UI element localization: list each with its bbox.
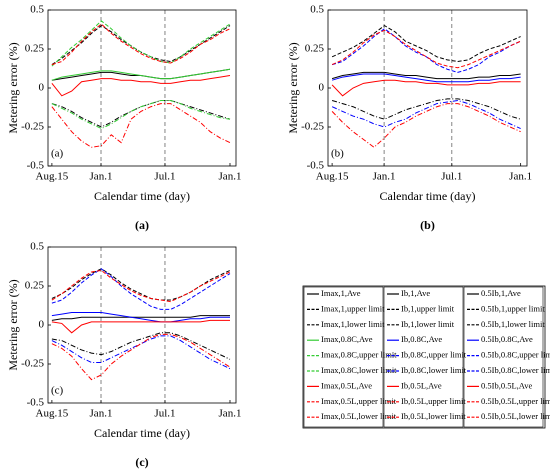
series-line [51,315,230,321]
legend-column [303,286,384,428]
y-tick-label: 0 [319,82,325,94]
legend-label: Ib,0.5L,upper limit [401,396,466,406]
panel-label: (b) [331,148,344,160]
x-tick-label: Jul.1 [154,171,175,183]
y-tick-label: -0.25 [21,121,44,133]
x-axis-label: Calendar time (day) [94,426,190,440]
y-tick-label: -0.5 [27,160,45,172]
x-tick-label: Jan.1 [509,171,532,183]
caption: (a) [135,218,149,232]
series-line [51,75,231,97]
series-line [331,29,521,69]
y-tick-label: 0 [39,319,45,331]
x-tick-label: Aug.15 [316,171,349,183]
x-tick-label: Jan.1 [90,408,113,420]
y-tick-label: 0.5 [30,4,44,16]
plot-frame [47,9,237,167]
panel-label: (c) [51,385,64,397]
y-tick-label: 0.25 [25,280,45,292]
legend-label: 0.5Ib,1,lower limit [481,319,545,329]
legend-label: Ib,1,upper limit [401,303,455,313]
y-axis-label: Metering error (%) [286,42,300,133]
legend-label: Imax,0.8C,upper limit [321,350,397,360]
legend-label: 0.5Ib,0.8C,Ave [481,334,533,344]
legend-frame [302,285,546,429]
legend-label: Imax,0.5L,Ave [321,380,372,390]
series-line [51,20,231,67]
legend-label: Ib,0.8C,lower limit [401,365,467,375]
plot-frame [327,9,528,167]
x-tick-label: Jul.1 [154,408,175,420]
legend-label: Ib,0.8C,upper limit [401,350,467,360]
series-line [51,99,231,130]
y-tick-label: 0.25 [25,43,45,55]
y-tick-label: 0.5 [30,241,44,253]
legend-label: Ib,0.5L,Ave [401,380,442,390]
y-tick-label: 0.5 [310,4,324,16]
x-axis-label: Calendar time (day) [380,189,476,203]
series-line [51,23,231,66]
legend-label: 0.5Ib,0.5L,lower limit [481,411,550,421]
series-line [331,99,521,130]
series-line [51,99,231,128]
series-line [51,332,231,360]
x-tick-label: Aug.15 [36,171,69,183]
legend-label: 0.5Ib,1,upper limit [481,303,545,313]
series-line [51,312,230,323]
y-tick-label: 0.25 [305,43,325,55]
y-tick-label: 0 [39,82,45,94]
legend-column [463,286,544,428]
legend-label: Imax,1,Ave [321,288,361,298]
legend-label: Imax,0.8C,lower limit [321,365,397,375]
legend-column [383,286,464,428]
y-tick-label: -0.5 [307,160,325,172]
x-axis-label: Calendar time (day) [94,189,190,203]
legend-label: 0.5Ib,0.8C,lower limit [481,365,550,375]
series-line [51,103,231,148]
caption: (b) [420,218,435,232]
series-line [51,335,231,370]
series-line [331,28,521,73]
series-line [331,71,521,80]
series-line [331,24,521,62]
series-line [51,68,231,81]
legend-label: 0.5Ib,1,Ave [481,288,521,298]
legend-label: Imax,0.5L,upper limit [321,396,397,406]
legend-label: Imax,1,upper limit [321,303,385,313]
y-tick-label: -0.5 [27,397,45,409]
legend-label: Imax,0.5L,lower limit [321,411,397,421]
series-line [331,79,521,97]
y-axis-label: Metering error (%) [6,279,20,370]
legend-label: Ib,1,Ave [401,288,430,298]
plot-frame [47,246,237,404]
series-line [51,333,231,381]
series-line [51,269,231,303]
legend-label: 0.5Ib,0.5L,upper limit [481,396,550,406]
legend-label: Ib,1,lower limit [401,319,455,329]
panel-label: (a) [51,148,64,160]
x-tick-label: Jan.1 [373,171,396,183]
y-tick-label: -0.25 [301,121,324,133]
legend-label: Imax,1,lower limit [321,319,385,329]
legend-label: 0.5Ib,0.8C,upper limit [481,350,550,360]
series-line [51,319,230,334]
y-axis-label: Metering error (%) [6,42,20,133]
x-tick-label: Aug.15 [36,408,69,420]
series-line [331,73,521,83]
x-tick-label: Jan.1 [90,171,113,183]
caption: (c) [135,455,148,469]
x-tick-label: Jan.1 [219,408,242,420]
legend-label: Imax,0.8C,Ave [321,334,373,344]
legend-label: Ib,0.5L,lower limit [401,411,466,421]
series-line [331,98,521,120]
x-tick-label: Jul.1 [441,171,462,183]
series-line [51,268,231,310]
legend-label: Ib,0.8C,Ave [401,334,442,344]
series-line [331,103,521,148]
x-tick-label: Jan.1 [219,171,242,183]
legend-label: 0.5Ib,0.5L,Ave [481,380,533,390]
y-tick-label: -0.25 [21,358,44,370]
